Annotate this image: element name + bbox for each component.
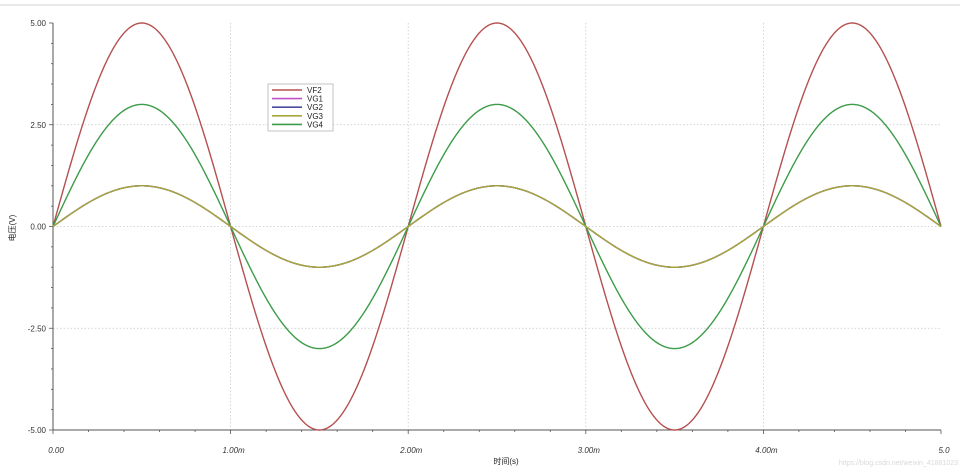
watermark-text: https://blog.csdn.net/weixin_41881023 [839, 460, 958, 467]
legend-label: VF2 [307, 86, 322, 95]
series-lines [52, 22, 942, 431]
axes: 5.00 2.50 0.00 -2.50 -5.00 0.00 1.00m 2.00m 3.00… [28, 19, 950, 455]
series-line-vf2 [52, 22, 942, 431]
y-axis-label: 电压(V) [7, 214, 17, 241]
x-tick-label: 0.00 [48, 446, 64, 455]
y-tick-label: 5.00 [30, 19, 46, 28]
series-line-vg4 [52, 103, 942, 350]
legend-label: VG4 [307, 120, 324, 129]
legend-label: VG3 [307, 112, 324, 121]
y-tick-label: 0.00 [30, 223, 46, 232]
y-tick-label: -5.00 [28, 426, 47, 435]
x-tick-label: 5.0 [938, 446, 950, 455]
y-tick-label: 2.50 [30, 121, 46, 130]
legend-label: VG1 [307, 95, 324, 104]
x-tick-label: 3.00m [578, 446, 601, 455]
x-tick-label: 2.00m [399, 446, 423, 455]
y-tick-label: -2.50 [28, 324, 47, 333]
legend-label: VG2 [307, 103, 324, 112]
x-tick-label: 4.00m [755, 446, 778, 455]
series-line-vg3 [52, 185, 942, 268]
x-tick-label: 1.00m [222, 446, 245, 455]
x-axis-label: 时间(s) [493, 456, 519, 466]
